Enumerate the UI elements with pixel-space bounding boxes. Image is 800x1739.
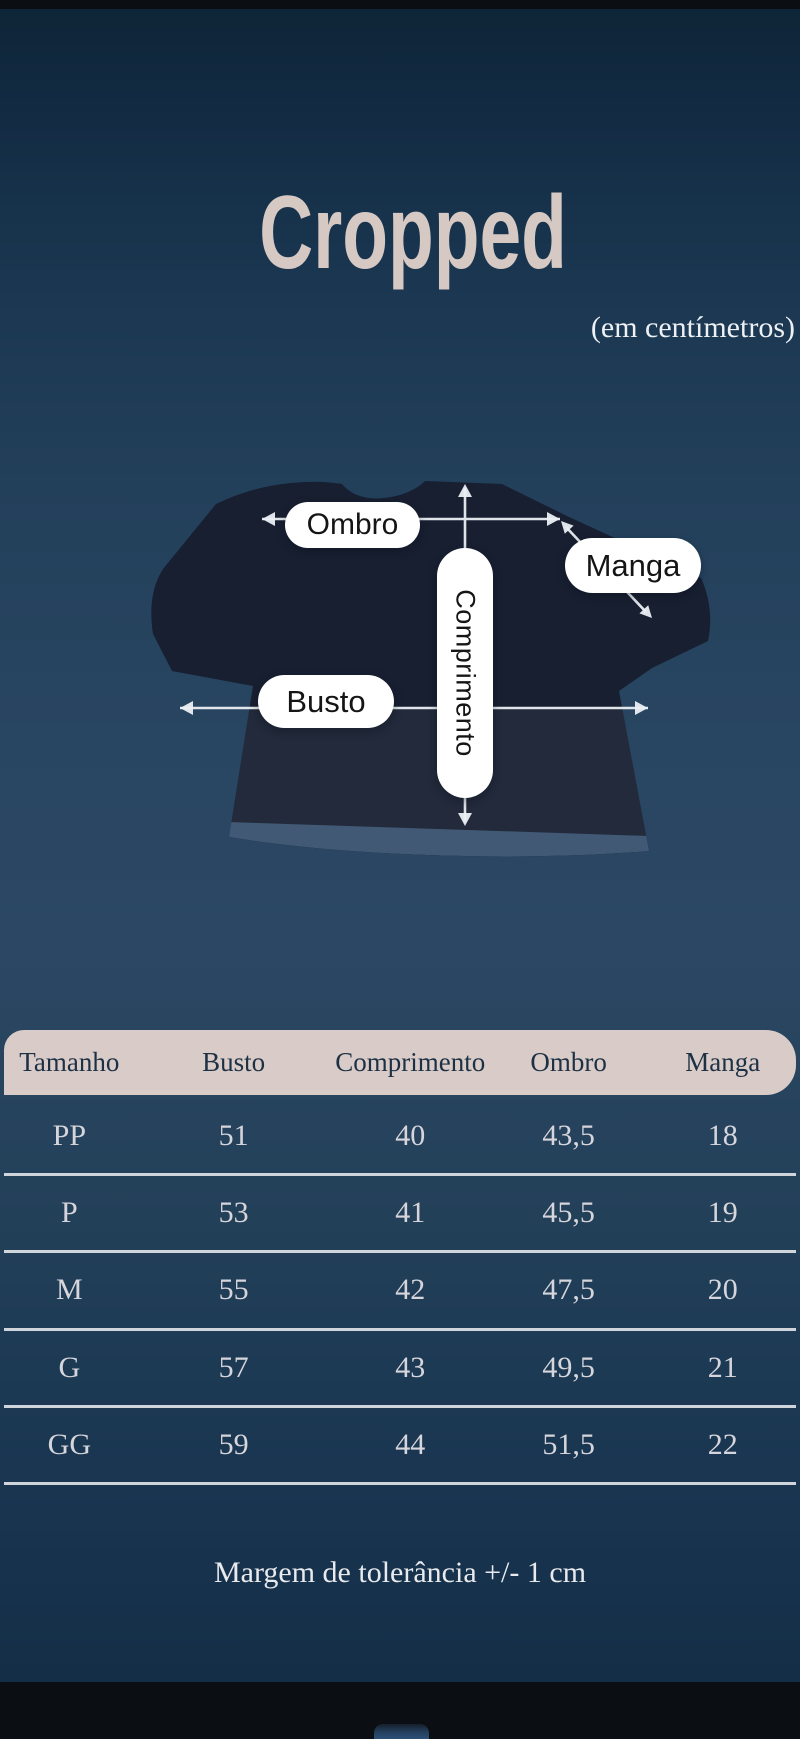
table-cell: P bbox=[60, 1196, 78, 1230]
table-cell: GG bbox=[47, 1427, 91, 1461]
tolerance-note: Margem de tolerância +/- 1 cm bbox=[213, 1556, 587, 1589]
label-busto-text: Busto bbox=[286, 683, 366, 719]
label-comprimento: Comprimento bbox=[437, 548, 493, 798]
size-table: Tamanho Busto Comprimento Ombro Manga PP… bbox=[4, 1030, 796, 1485]
page-title: Cropped bbox=[259, 175, 567, 291]
table-row-g: G 57 43 49,5 21 bbox=[4, 1331, 796, 1408]
table-row-p: P 53 41 45,5 19 bbox=[4, 1176, 796, 1254]
label-busto: Busto bbox=[258, 675, 394, 728]
label-ombro-text: Ombro bbox=[306, 508, 399, 541]
table-cell: 43,5 bbox=[542, 1119, 595, 1153]
label-manga-text: Manga bbox=[585, 547, 681, 583]
header-cell-ombro: Ombro bbox=[530, 1047, 607, 1077]
table-cell: 53 bbox=[218, 1196, 249, 1230]
header-cell-busto: Busto bbox=[202, 1047, 266, 1077]
table-cell: 45,5 bbox=[542, 1196, 595, 1230]
table-cell: PP bbox=[52, 1119, 87, 1153]
table-cell: 43 bbox=[395, 1350, 426, 1384]
bottom-peek-button[interactable] bbox=[374, 1724, 429, 1739]
shirt-hem-highlight bbox=[228, 822, 649, 857]
table-cell: 42 bbox=[395, 1273, 426, 1307]
top-black-bar bbox=[0, 0, 800, 9]
table-cell: 51 bbox=[218, 1119, 249, 1153]
label-manga: Manga bbox=[565, 538, 701, 593]
table-cell: 47,5 bbox=[542, 1273, 595, 1307]
label-comprimento-text: Comprimento bbox=[450, 589, 481, 757]
table-row-m: M 55 42 47,5 20 bbox=[4, 1253, 796, 1331]
table-cell: 55 bbox=[218, 1273, 249, 1307]
header-cell-manga: Manga bbox=[685, 1047, 761, 1077]
table-cell: 49,5 bbox=[542, 1350, 595, 1384]
table-cell: 21 bbox=[707, 1350, 738, 1384]
table-cell: 41 bbox=[395, 1196, 426, 1230]
header-cell-tamanho: Tamanho bbox=[19, 1047, 120, 1077]
size-table-header: Tamanho Busto Comprimento Ombro Manga bbox=[4, 1030, 796, 1095]
shirt-lower-shade bbox=[151, 708, 711, 857]
table-cell: 22 bbox=[707, 1427, 738, 1461]
table-cell: G bbox=[58, 1350, 81, 1384]
table-cell: 20 bbox=[707, 1273, 738, 1307]
table-cell: 19 bbox=[707, 1196, 738, 1230]
table-cell: 40 bbox=[395, 1119, 426, 1153]
table-cell: 59 bbox=[218, 1427, 249, 1461]
units-note: (em centímetros) bbox=[590, 311, 795, 344]
table-cell: M bbox=[55, 1273, 83, 1307]
table-cell: 57 bbox=[218, 1350, 249, 1384]
table-row-pp: PP 51 40 43,5 18 bbox=[4, 1099, 796, 1177]
table-cell: 18 bbox=[707, 1119, 738, 1153]
header-cell-comprimento: Comprimento bbox=[335, 1047, 486, 1077]
table-row-gg: GG 59 44 51,5 22 bbox=[4, 1408, 796, 1485]
table-cell: 51,5 bbox=[542, 1427, 595, 1461]
table-cell: 44 bbox=[395, 1427, 426, 1461]
label-ombro: Ombro bbox=[285, 502, 420, 548]
